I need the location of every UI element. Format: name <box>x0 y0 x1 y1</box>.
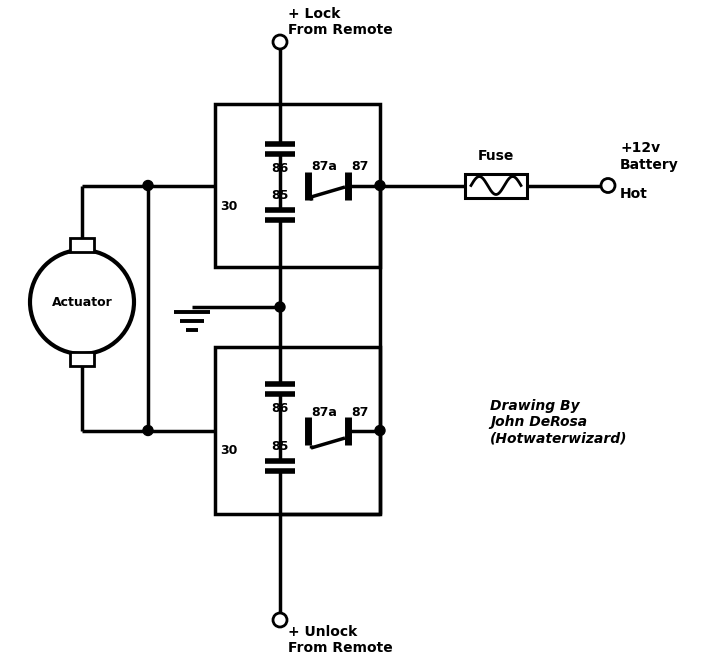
Circle shape <box>275 302 285 312</box>
Text: +12v
Battery: +12v Battery <box>620 141 679 171</box>
Text: Hot: Hot <box>620 187 648 201</box>
Text: + Lock
From Remote: + Lock From Remote <box>288 7 393 37</box>
Text: 86: 86 <box>272 402 289 415</box>
Bar <box>70 238 94 252</box>
Text: 87: 87 <box>351 160 369 173</box>
Text: Drawing By
John DeRosa
(Hotwaterwizard): Drawing By John DeRosa (Hotwaterwizard) <box>490 399 627 446</box>
Text: 30: 30 <box>220 199 238 213</box>
Text: 86: 86 <box>272 162 289 175</box>
Text: 87a: 87a <box>311 406 337 418</box>
Bar <box>465 173 527 197</box>
Text: Actuator: Actuator <box>52 295 112 308</box>
Circle shape <box>375 181 385 191</box>
Text: 85: 85 <box>272 189 289 202</box>
Text: 87: 87 <box>351 406 369 418</box>
Text: + Unlock
From Remote: + Unlock From Remote <box>288 625 393 655</box>
Text: Fuse: Fuse <box>478 150 514 164</box>
Circle shape <box>143 426 153 436</box>
Text: 85: 85 <box>272 440 289 453</box>
Bar <box>215 347 380 514</box>
Circle shape <box>375 426 385 436</box>
Circle shape <box>143 181 153 191</box>
Bar <box>215 104 380 267</box>
Text: 87a: 87a <box>311 160 337 173</box>
Text: 30: 30 <box>220 444 238 457</box>
Bar <box>70 352 94 366</box>
